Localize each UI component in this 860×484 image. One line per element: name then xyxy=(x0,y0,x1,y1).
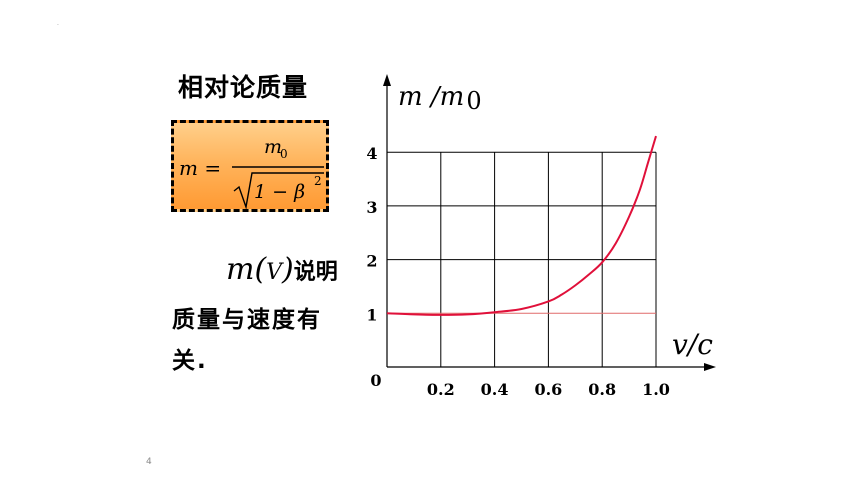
formula-denominator-sup: 2 xyxy=(314,174,322,188)
formula-numerator-sub: 0 xyxy=(280,147,288,161)
formula-box: m = m 0 1 − β 2 xyxy=(171,120,329,212)
x-tick-label: 0.4 xyxy=(481,380,509,399)
x-axis-label: v/c xyxy=(672,328,713,361)
x-tick-label: 0.8 xyxy=(588,380,616,399)
explanation-line2: 质量与速度有 xyxy=(172,307,322,333)
sqrt-sign xyxy=(233,172,324,210)
y-tick-label: 4 xyxy=(366,144,377,163)
formula-lhs: m = xyxy=(179,156,221,180)
explanation-line1: m(V)说明 xyxy=(226,252,338,287)
section-title: 相对论质量 xyxy=(178,73,309,102)
y-axis-arrow xyxy=(383,74,391,86)
formula-graphic: m = m 0 1 − β 2 xyxy=(179,136,324,210)
explanation-part1: m( xyxy=(226,252,267,287)
explanation-part2: ) xyxy=(282,252,294,287)
y-tick-label: 1 xyxy=(366,305,377,324)
y-tick-label: 2 xyxy=(366,252,377,271)
formula-denominator: 1 − β xyxy=(254,181,305,203)
x-tick-label: 0.2 xyxy=(427,380,455,399)
x-axis-arrow xyxy=(704,363,716,371)
page-number: 4 xyxy=(146,457,152,467)
explanation-var: V xyxy=(266,260,283,285)
formula-numerator: m xyxy=(264,136,282,158)
origin-label: 0 xyxy=(370,371,381,390)
explanation-suffix: 说明 xyxy=(293,260,338,285)
x-tick-label: 0.6 xyxy=(534,380,562,399)
explanation-line3: 关. xyxy=(172,348,208,374)
mass-curve xyxy=(386,135,657,316)
corner-mark: · xyxy=(57,22,59,29)
y-axis-label: m /m0 xyxy=(398,82,482,115)
y-tick-label: 3 xyxy=(366,198,377,217)
x-tick-label: 1.0 xyxy=(642,380,670,399)
